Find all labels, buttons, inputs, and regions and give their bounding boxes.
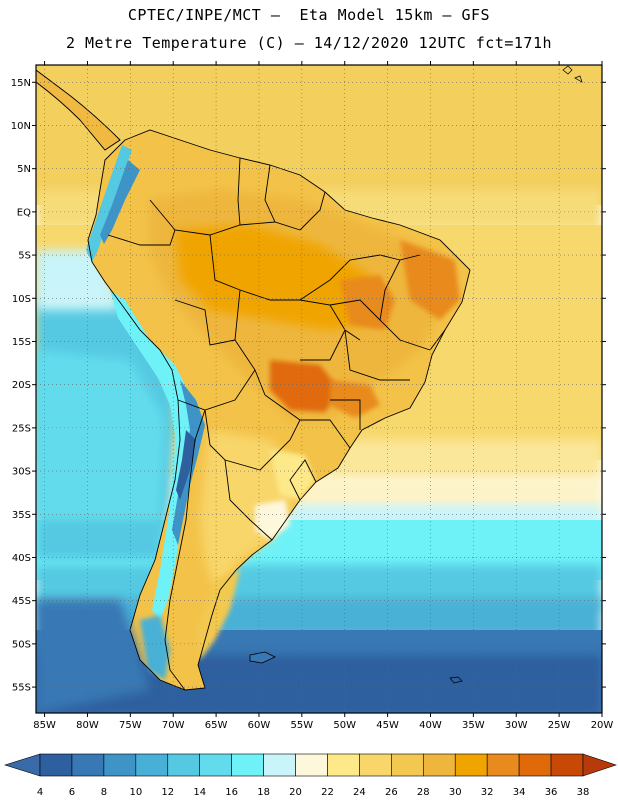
lon-tick-label: 30W — [505, 720, 528, 731]
uruguay-pale — [270, 450, 315, 500]
latitude-axis: 15N 10N 5N EQ 5S 10S 15S 20S 25S 30S 35S 40S 45S 50S 5… — [11, 78, 606, 694]
colorbar-swatch — [199, 753, 232, 777]
lon-tick-label: 50W — [333, 720, 356, 731]
south-georgia — [449, 676, 463, 684]
colorbar-tick-label: 20 — [289, 787, 302, 798]
andes-north-cold — [86, 145, 132, 262]
central-america — [36, 70, 120, 150]
colorbar-swatch — [391, 753, 424, 777]
lon-tick-label: 35W — [462, 720, 485, 731]
colorbar-tick-label: 6 — [69, 787, 75, 798]
colorbar-tick-label: 28 — [417, 787, 430, 798]
patagonia-mild — [195, 570, 240, 660]
falkland-islands — [249, 651, 276, 664]
colorbar-low-arrow — [3, 753, 41, 777]
colorbar-tick-label: 22 — [321, 787, 334, 798]
lat-tick-label: 50S — [12, 639, 31, 650]
lat-tick-label: 40S — [12, 553, 31, 564]
lat-tick-label: 10S — [12, 294, 31, 305]
colorbar-swatch — [422, 753, 456, 777]
lat-tick-label: 15S — [12, 337, 31, 348]
colorbar-swatch — [135, 753, 169, 777]
colorbar-swatch — [263, 753, 296, 777]
andes-peak-cold — [176, 430, 196, 500]
colorbar-swatch — [454, 753, 488, 777]
lon-tick-label: 25W — [548, 720, 571, 731]
lon-tick-label: 55W — [291, 720, 314, 731]
lon-tick-label: 75W — [119, 720, 142, 731]
colorbar-swatch — [103, 753, 137, 777]
colorbar-swatch — [327, 753, 360, 777]
lon-tick-label: 80W — [76, 720, 99, 731]
south-pacific-cold — [36, 600, 150, 713]
lon-tick-label: 85W — [33, 720, 56, 731]
patagonia-south-cold — [140, 615, 170, 680]
hot-zone-center — [270, 360, 340, 412]
pacific-subtropical-cool — [36, 350, 165, 520]
temperature-field — [36, 65, 602, 713]
colorbar-tick-label: 30 — [449, 787, 462, 798]
lat-tick-label: 35S — [12, 510, 31, 521]
hot-amazon-zone — [175, 225, 380, 330]
caribbean-islands — [562, 65, 583, 83]
lat-tick-label: 5N — [17, 164, 31, 175]
colorbar-swatch — [550, 753, 584, 777]
colorbar-tick-label: 36 — [545, 787, 558, 798]
lat-tick-label: 5S — [18, 251, 31, 262]
colorbar-swatch — [231, 753, 264, 777]
colorbar-tick-label: 4 — [37, 787, 43, 798]
colorbar-swatch — [486, 753, 520, 777]
map-frame — [35, 64, 603, 714]
lat-tick-label: 15N — [11, 78, 31, 89]
colorbar-tick-label: 38 — [577, 787, 590, 798]
colorbar-tick-label: 16 — [225, 787, 238, 798]
lat-tick-label: 10N — [11, 121, 31, 132]
hot-northeast-zone — [400, 240, 460, 320]
colorbar-swatch — [359, 753, 392, 777]
lat-tick-label: 55S — [12, 683, 31, 694]
colorbar-swatch — [167, 753, 201, 777]
colorbar-tick-label: 24 — [353, 787, 366, 798]
rio-de-la-plata-pale — [255, 500, 290, 540]
longitude-axis: 85W 80W 75W 70W 65W 60W 55W 50W 45W 40W 35W 30W 25W 2… — [33, 61, 613, 731]
lat-tick-label: 25S — [12, 423, 31, 434]
colorbar-tick-label: 8 — [101, 787, 107, 798]
colorbar-swatch — [71, 753, 105, 777]
colorbar-tick-label: 14 — [193, 787, 206, 798]
lon-tick-label: 20W — [591, 720, 614, 731]
graticule — [36, 65, 603, 713]
colorbar-tick-label: 12 — [161, 787, 174, 798]
colorbar-tick-label: 32 — [481, 787, 494, 798]
map-subtitle: 2 Metre Temperature (C) – 14/12/2020 12U… — [65, 34, 553, 52]
lat-tick-label: 20S — [12, 380, 31, 391]
colorbar-tick-label: 26 — [385, 787, 398, 798]
colorbar-high-arrow — [582, 753, 617, 777]
map-title: CPTEC/INPE/MCT – Eta Model 15km – GFS — [127, 6, 491, 24]
lon-tick-label: 70W — [162, 720, 185, 731]
hot-zone-brazil — [340, 275, 395, 330]
colorbar-tick-label: 18 — [257, 787, 270, 798]
lon-tick-label: 40W — [419, 720, 442, 731]
lon-tick-label: 45W — [376, 720, 399, 731]
colorbar-swatch — [518, 753, 552, 777]
colorbar-swatch — [295, 753, 328, 777]
lat-tick-label: 45S — [12, 596, 31, 607]
colorbar-tick-label: 10 — [129, 787, 142, 798]
colorbar-tick-label: 34 — [513, 787, 526, 798]
lat-tick-label: 30S — [12, 467, 31, 478]
lon-tick-label: 60W — [248, 720, 271, 731]
colorbar-swatch — [39, 753, 73, 777]
lon-tick-label: 65W — [205, 720, 228, 731]
hot-zone-southeast — [330, 380, 380, 418]
lat-tick-label: EQ — [17, 207, 31, 218]
andes-north-coldest — [100, 160, 140, 244]
temperature-colorbar: 4 6 8 10 12 14 16 18 20 22 24 26 28 30 32 34 36 38 — [3, 753, 617, 798]
